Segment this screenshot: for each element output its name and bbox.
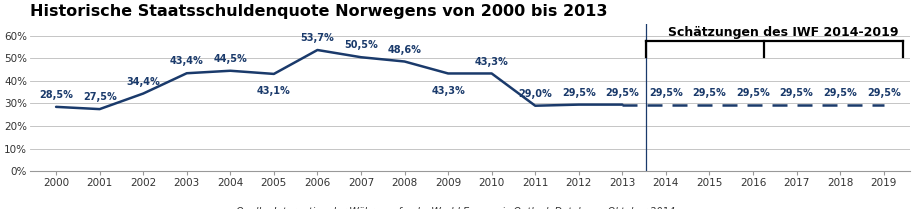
Text: 43,4%: 43,4% xyxy=(170,56,204,66)
Text: 29,5%: 29,5% xyxy=(736,88,770,98)
Text: 29,5%: 29,5% xyxy=(866,88,900,98)
Text: 50,5%: 50,5% xyxy=(344,40,377,50)
Text: 48,6%: 48,6% xyxy=(388,45,421,55)
Text: 43,3%: 43,3% xyxy=(431,86,465,96)
Text: Quelle: Internationaler Währungsfonds, World Economic Outlook Database, Oktober : Quelle: Internationaler Währungsfonds, W… xyxy=(236,207,678,209)
Text: Schätzungen des IWF 2014-2019: Schätzungen des IWF 2014-2019 xyxy=(668,26,899,39)
Text: 34,4%: 34,4% xyxy=(126,77,160,87)
Text: 44,5%: 44,5% xyxy=(214,54,247,64)
Text: 29,5%: 29,5% xyxy=(693,88,727,98)
Text: 29,5%: 29,5% xyxy=(780,88,813,98)
Text: 29,5%: 29,5% xyxy=(605,88,639,98)
Text: 29,0%: 29,0% xyxy=(518,89,552,99)
Text: 43,3%: 43,3% xyxy=(474,56,508,66)
Text: 27,5%: 27,5% xyxy=(83,92,116,102)
Text: Historische Staatsschuldenquote Norwegens von 2000 bis 2013: Historische Staatsschuldenquote Norwegen… xyxy=(30,4,608,19)
Text: 28,5%: 28,5% xyxy=(39,90,73,100)
Text: 29,5%: 29,5% xyxy=(649,88,683,98)
Text: 53,7%: 53,7% xyxy=(301,33,335,43)
Text: 43,1%: 43,1% xyxy=(257,86,291,96)
Text: 29,5%: 29,5% xyxy=(824,88,857,98)
Text: 29,5%: 29,5% xyxy=(562,88,596,98)
